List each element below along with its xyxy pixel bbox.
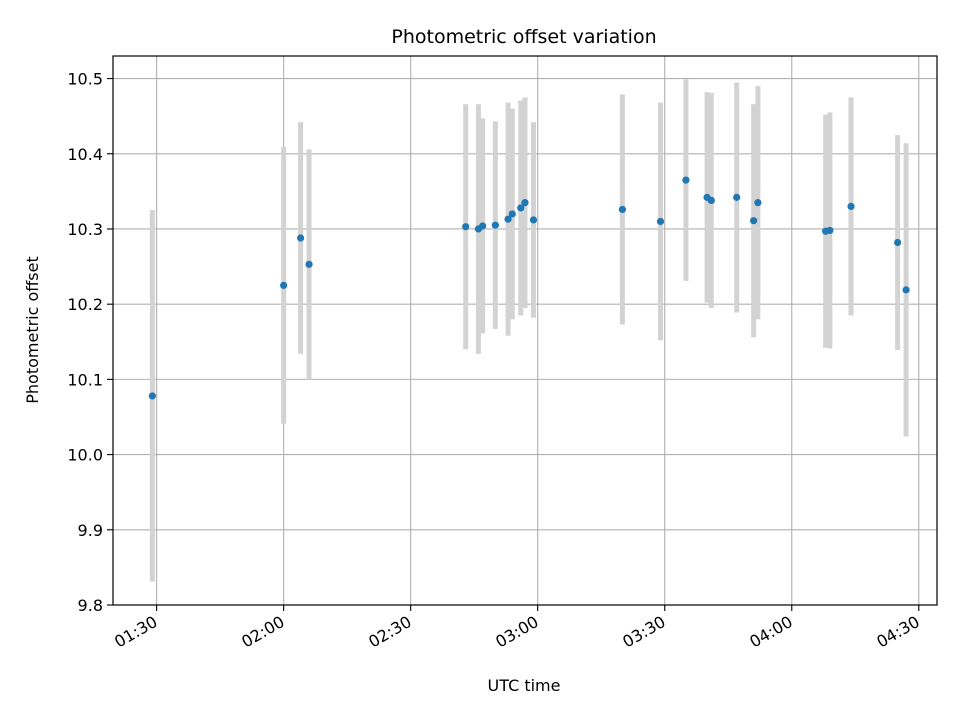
x-tick-label: 02:00 xyxy=(238,612,287,652)
chart-title: Photometric offset variation xyxy=(391,26,656,48)
data-point xyxy=(826,226,834,235)
y-tick-label: 9.8 xyxy=(78,596,103,615)
data-points xyxy=(148,176,910,400)
data-point xyxy=(479,222,487,230)
data-point xyxy=(305,260,313,268)
x-tick-label: 01:30 xyxy=(111,612,160,652)
error-bars xyxy=(149,79,909,582)
data-point xyxy=(148,392,156,400)
y-tick-label: 9.9 xyxy=(78,521,103,540)
y-tick-label: 10.2 xyxy=(67,295,103,314)
data-point xyxy=(521,199,529,207)
data-point xyxy=(504,215,512,223)
data-point xyxy=(280,281,288,289)
data-point xyxy=(733,193,741,201)
plot-frame xyxy=(112,55,938,606)
data-point xyxy=(902,286,910,294)
x-tick-label: 04:00 xyxy=(746,612,795,652)
y-tick-label: 10.0 xyxy=(67,446,103,465)
x-tick-label: 02:30 xyxy=(365,612,414,652)
x-axis-label: UTC time xyxy=(488,676,561,695)
data-point xyxy=(707,196,715,204)
data-point xyxy=(754,199,762,207)
data-point xyxy=(894,238,902,247)
x-tick-label: 04:30 xyxy=(873,612,922,652)
data-point xyxy=(656,217,665,226)
y-tick-label: 10.4 xyxy=(67,145,103,164)
data-point xyxy=(847,202,855,211)
y-tick-label: 10.5 xyxy=(67,70,103,89)
y-tick-label: 10.1 xyxy=(67,370,103,389)
data-point xyxy=(618,205,626,214)
data-point xyxy=(296,234,305,242)
axes: 01:30 02:00 02:30 03:00 03:30 04:00 04:30 9.8 9.… xyxy=(67,55,938,652)
x-tick-label: 03:30 xyxy=(619,612,668,652)
x-tick-label: 03:00 xyxy=(492,612,541,652)
y-tick-label: 10.3 xyxy=(67,220,103,239)
data-point xyxy=(529,216,538,224)
y-axis-label: Photometric offset xyxy=(23,256,42,404)
data-point xyxy=(682,176,690,184)
data-point xyxy=(491,221,499,229)
data-point xyxy=(750,217,758,225)
data-point xyxy=(462,223,470,231)
data-point xyxy=(517,204,525,212)
data-point xyxy=(508,210,516,218)
